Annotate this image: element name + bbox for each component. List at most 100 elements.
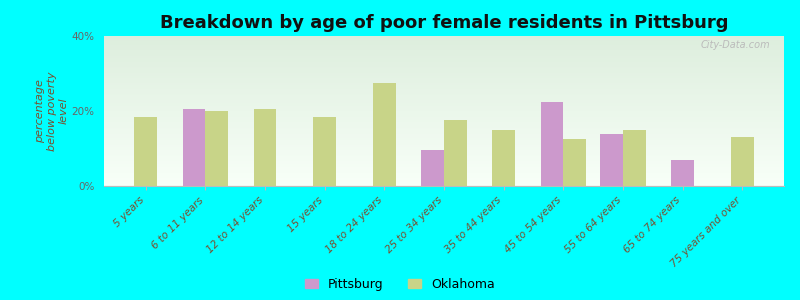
Bar [104,160,784,161]
Bar [104,51,784,52]
Bar [104,36,784,37]
Bar [104,95,784,96]
Bar [104,169,784,170]
Bar [104,45,784,46]
Bar [104,62,784,63]
Bar [104,143,784,144]
Bar [104,118,784,119]
Bar [104,114,784,115]
Bar [104,96,784,97]
Bar [104,86,784,87]
Bar [104,152,784,153]
Bar [104,165,784,166]
Bar [104,170,784,171]
Bar [104,185,784,186]
Bar [104,85,784,86]
Bar [182,109,206,186]
Bar [104,108,784,109]
Bar [104,53,784,54]
Bar [104,71,784,72]
Bar [104,158,784,159]
Bar [104,148,784,149]
Bar [104,58,784,59]
Bar [104,112,784,113]
Bar [104,138,784,139]
Bar [104,126,784,127]
Bar [104,175,784,176]
Bar [104,70,784,71]
Bar [104,60,784,61]
Bar [104,180,784,181]
Bar [254,109,276,186]
Bar [104,54,784,55]
Bar [104,119,784,120]
Bar [104,184,784,185]
Bar [104,57,784,58]
Bar [104,149,784,150]
Bar [104,141,784,142]
Bar [104,129,784,130]
Bar [104,100,784,101]
Bar [104,140,784,141]
Bar [104,49,784,50]
Bar [104,166,784,167]
Bar [104,104,784,105]
Bar [104,48,784,49]
Bar [104,65,784,66]
Bar [104,125,784,126]
Bar [134,117,157,186]
Bar [104,162,784,163]
Bar [104,163,784,164]
Bar [563,139,586,186]
Bar [104,146,784,147]
Bar [104,154,784,155]
Bar [104,98,784,99]
Bar [104,139,784,140]
Bar [104,124,784,125]
Bar [104,133,784,134]
Bar [206,111,228,186]
Bar [104,120,784,121]
Bar [104,77,784,78]
Bar [104,87,784,88]
Bar [104,99,784,100]
Bar [104,75,784,76]
Bar [104,102,784,103]
Bar [104,83,784,84]
Bar [104,122,784,123]
Bar [104,82,784,83]
Bar [104,147,784,148]
Bar [104,131,784,132]
Bar [104,80,784,81]
Bar [104,178,784,179]
Bar [104,63,784,64]
Bar [104,106,784,107]
Bar [104,38,784,39]
Bar [104,107,784,108]
Bar [104,173,784,174]
Bar [104,171,784,172]
Bar [104,69,784,70]
Bar [104,55,784,56]
Bar [104,144,784,145]
Bar [104,142,784,143]
Bar [104,47,784,48]
Bar [104,52,784,53]
Bar [104,132,784,133]
Bar [104,164,784,165]
Bar [104,167,784,168]
Bar [104,134,784,135]
Bar [104,66,784,67]
Bar [104,110,784,111]
Bar [104,84,784,85]
Bar [104,76,784,77]
Text: City-Data.com: City-Data.com [701,40,770,50]
Bar [104,79,784,80]
Bar [104,160,784,161]
Bar [104,117,784,118]
Bar [104,101,784,102]
Bar [104,172,784,173]
Bar [104,159,784,160]
Bar [104,90,784,91]
Bar [104,181,784,182]
